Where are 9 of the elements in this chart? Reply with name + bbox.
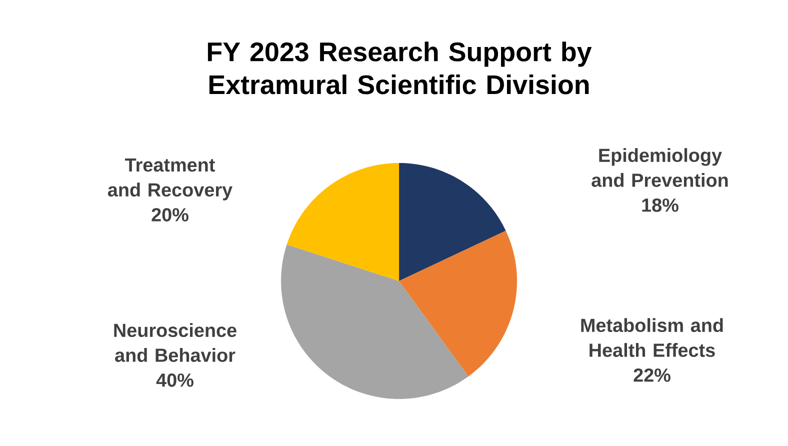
slice-label: Neuroscience and Behavior [114, 323, 236, 362]
data-label: 18% [642, 198, 678, 212]
slice-label: Treatment and Recovery [108, 158, 232, 200]
data-label: 40% [156, 373, 194, 387]
data-label: 22% [634, 368, 670, 382]
chart-title: FY 2023 Research Support by Extramural Scientific Division [208, 42, 592, 94]
slice-label: Metabolism and Health Effects [581, 318, 723, 357]
data-label: 20% [152, 208, 188, 222]
slice-label: Epidemiology and Prevention [592, 148, 728, 187]
